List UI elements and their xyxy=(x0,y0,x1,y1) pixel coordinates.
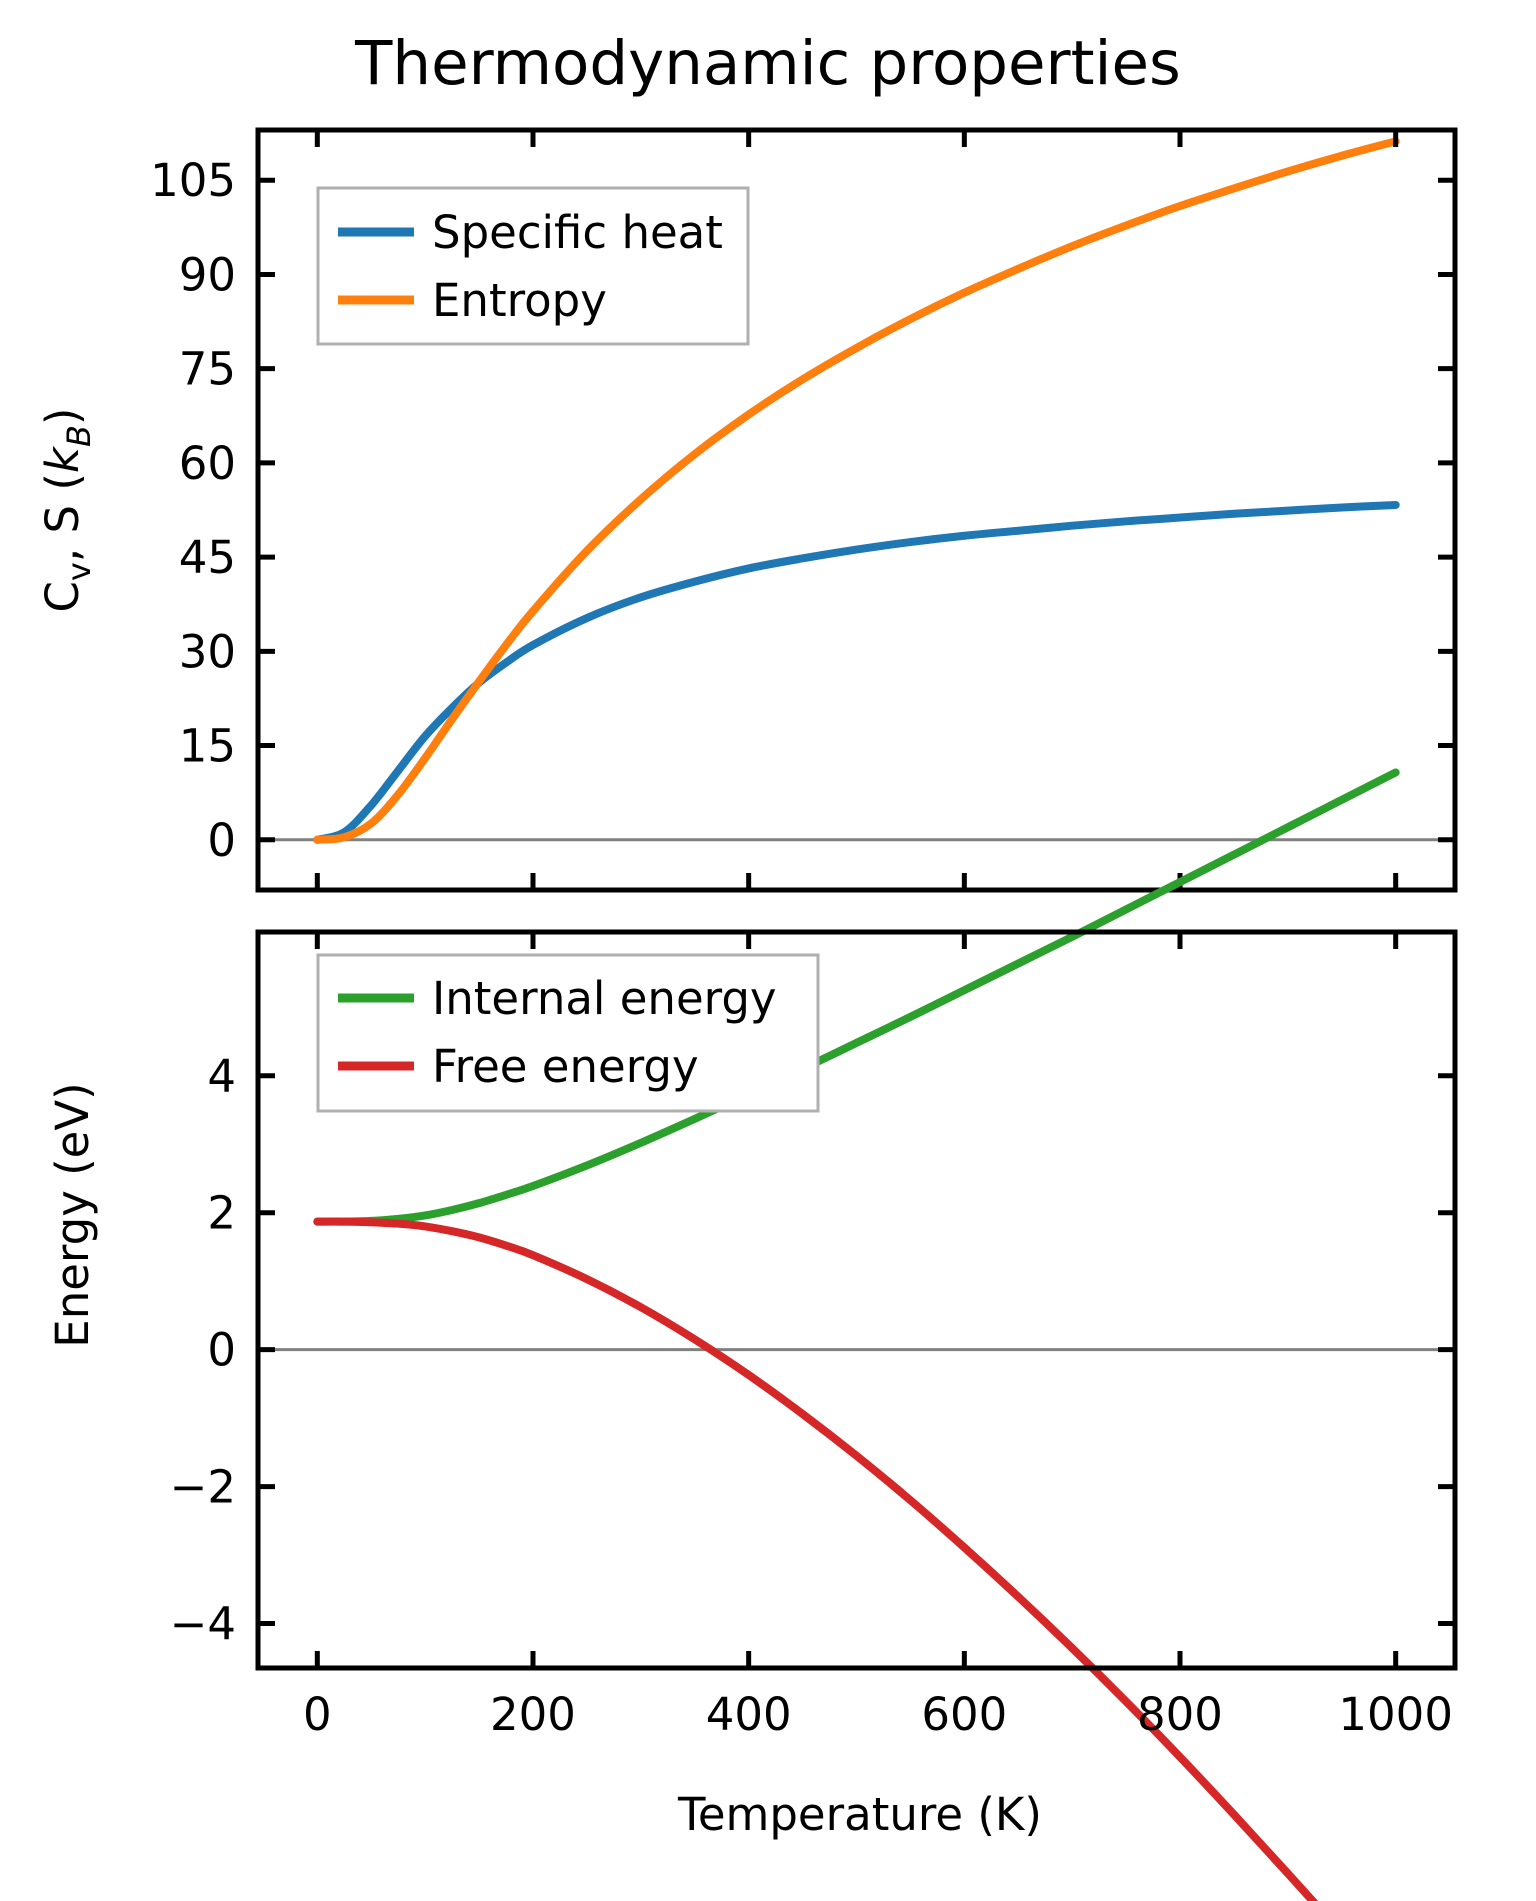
bottom-axes-frame xyxy=(255,929,1458,1671)
bottom-legend[interactable]: Internal energy Free energy xyxy=(316,953,820,1113)
top-y-tick-labels: 0 15 30 45 60 75 90 105 xyxy=(150,154,236,867)
top-y-axis-title: Cv, S (kB) xyxy=(36,408,98,613)
bottom-y-axis-title: Energy (eV) xyxy=(46,1082,99,1347)
y-tick-label: −2 xyxy=(170,1461,236,1514)
bottom-legend-label-free-energy: Free energy xyxy=(432,1040,699,1093)
x-tick-label: 200 xyxy=(490,1688,576,1741)
x-tick-label: 0 xyxy=(303,1688,332,1741)
y-tick-label: 4 xyxy=(207,1050,236,1103)
x-axis-title: Temperature (K) xyxy=(677,1788,1042,1841)
top-legend-label-entropy: Entropy xyxy=(432,274,607,327)
bottom-legend-box xyxy=(316,953,820,1113)
top-panel: 0 15 30 45 60 75 90 105 Cv, S (kB) Specific hea… xyxy=(36,127,1458,893)
x-tick-label: 400 xyxy=(706,1688,792,1741)
top-legend-box xyxy=(316,186,750,346)
y-tick-label: −4 xyxy=(170,1597,236,1650)
x-tick-labels: 0 200 400 600 800 1000 xyxy=(303,1688,1453,1741)
x-tick-label: 600 xyxy=(921,1688,1007,1741)
y-tick-label: 90 xyxy=(179,248,236,301)
top-axes-frame xyxy=(255,127,1458,893)
y-tick-label: 2 xyxy=(207,1187,236,1240)
bottom-legend-label-internal-energy: Internal energy xyxy=(432,972,777,1025)
x-tick-label: 800 xyxy=(1137,1688,1223,1741)
curve-entropy xyxy=(313,137,1400,844)
y-tick-label: 30 xyxy=(179,625,236,678)
y-tick-label: 0 xyxy=(207,1324,236,1377)
bottom-tick-marks xyxy=(258,932,1455,1668)
top-legend-label-specific-heat: Specific heat xyxy=(432,206,723,259)
curve-specific-heat xyxy=(313,500,1400,844)
y-tick-label: 60 xyxy=(179,437,236,490)
top-tick-marks xyxy=(258,130,1455,890)
bottom-y-tick-labels: −4 −2 0 2 4 xyxy=(170,1050,236,1651)
bottom-panel: −4 −2 0 2 4 0 200 400 600 800 1000 Energy (eV) Te… xyxy=(46,768,1458,1901)
y-tick-label: 0 xyxy=(207,814,236,867)
x-tick-label: 1000 xyxy=(1338,1688,1453,1741)
y-tick-label: 105 xyxy=(150,154,236,207)
figure-title: Thermodynamic properties xyxy=(355,28,1181,99)
y-tick-label: 75 xyxy=(179,343,236,396)
top-legend[interactable]: Specific heat Entropy xyxy=(316,186,750,346)
y-tick-label: 45 xyxy=(179,531,236,584)
y-tick-label: 15 xyxy=(179,720,236,773)
curve-free-energy xyxy=(313,1217,1319,1901)
